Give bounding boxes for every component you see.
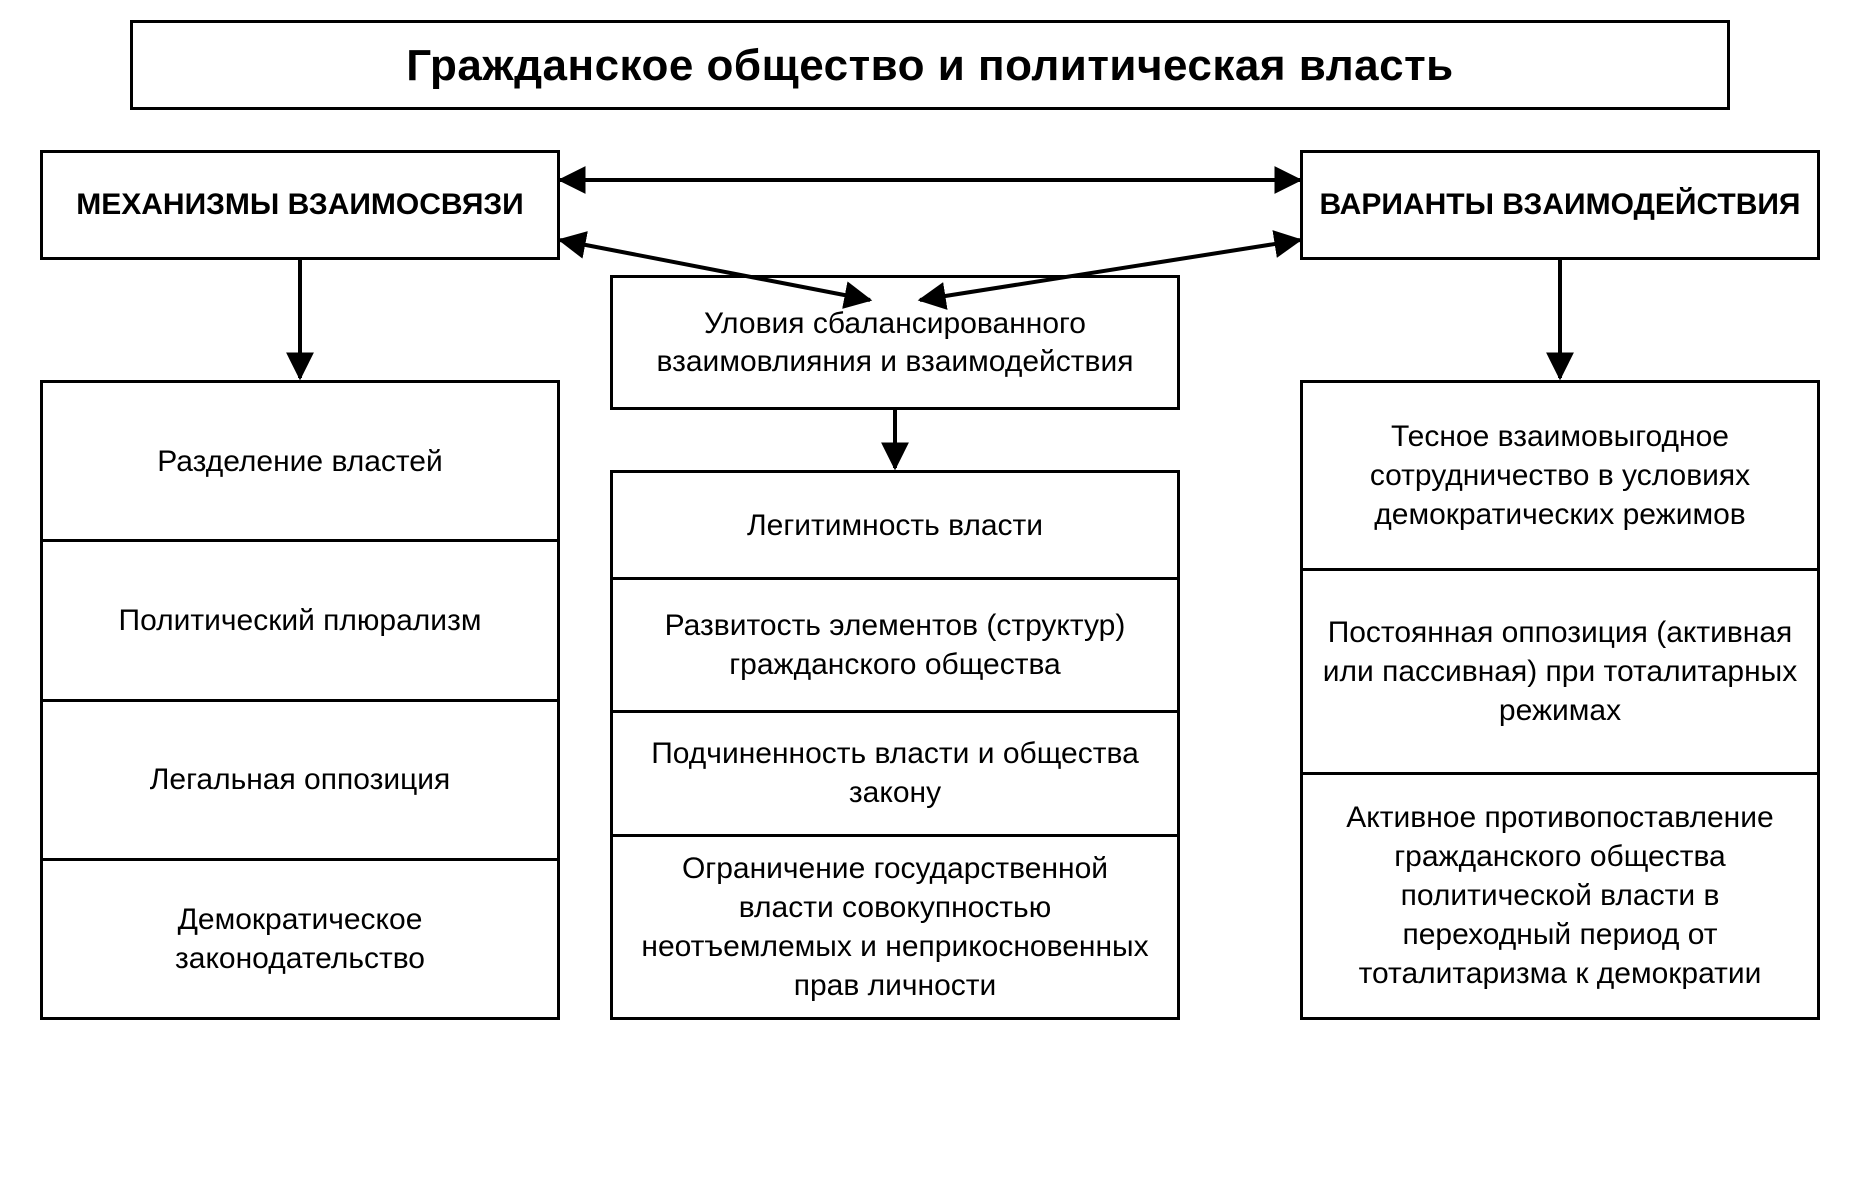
center-item: Ограничение государственной власти совок… [613, 837, 1177, 1017]
center-header-box: Уловия сбалансированного взаимовлияния и… [610, 275, 1180, 410]
left-item-text: Политический плюрализм [119, 601, 482, 640]
diagram-canvas: Гражданское общество и политическая влас… [0, 0, 1864, 1181]
left-item: Демократическое законодательство [43, 861, 557, 1017]
right-item-text: Активное противопоставление гражданского… [1321, 798, 1799, 993]
center-item-text: Развитость элементов (структур) гражданс… [631, 606, 1159, 684]
right-header-text: ВАРИАНТЫ ВЗАИМОДЕЙСТВИЯ [1320, 186, 1801, 224]
center-stack: Легитимность власти Развитость элементов… [610, 470, 1180, 1020]
center-item-text: Подчиненность власти и общества закону [631, 734, 1159, 812]
left-item-text: Разделение властей [157, 442, 442, 481]
left-item-text: Легальная оппозиция [150, 760, 451, 799]
title-text: Гражданское общество и политическая влас… [406, 38, 1453, 93]
center-item-text: Ограничение государственной власти совок… [631, 849, 1159, 1005]
right-item-text: Тесное взаимовыгодное сотрудничество в у… [1321, 417, 1799, 534]
right-item: Активное противопоставление гражданского… [1303, 775, 1817, 1017]
center-item-text: Легитимность власти [747, 506, 1043, 545]
center-header-text: Уловия сбалансированного взаимовлияния и… [627, 305, 1163, 380]
right-item: Тесное взаимовыгодное сотрудничество в у… [1303, 383, 1817, 571]
left-item: Разделение властей [43, 383, 557, 542]
left-header-box: МЕХАНИЗМЫ ВЗАИМОСВЯЗИ [40, 150, 560, 260]
center-item: Легитимность власти [613, 473, 1177, 580]
right-item-text: Постоянная оппозиция (активная или пасси… [1321, 613, 1799, 730]
right-item: Постоянная оппозиция (активная или пасси… [1303, 571, 1817, 775]
title-box: Гражданское общество и политическая влас… [130, 20, 1730, 110]
left-item: Легальная оппозиция [43, 702, 557, 861]
center-item: Развитость элементов (структур) гражданс… [613, 580, 1177, 713]
center-item: Подчиненность власти и общества закону [613, 713, 1177, 837]
left-item: Политический плюрализм [43, 542, 557, 701]
right-stack: Тесное взаимовыгодное сотрудничество в у… [1300, 380, 1820, 1020]
left-stack: Разделение властей Политический плюрализ… [40, 380, 560, 1020]
left-item-text: Демократическое законодательство [61, 900, 539, 978]
left-header-text: МЕХАНИЗМЫ ВЗАИМОСВЯЗИ [76, 186, 524, 224]
right-header-box: ВАРИАНТЫ ВЗАИМОДЕЙСТВИЯ [1300, 150, 1820, 260]
